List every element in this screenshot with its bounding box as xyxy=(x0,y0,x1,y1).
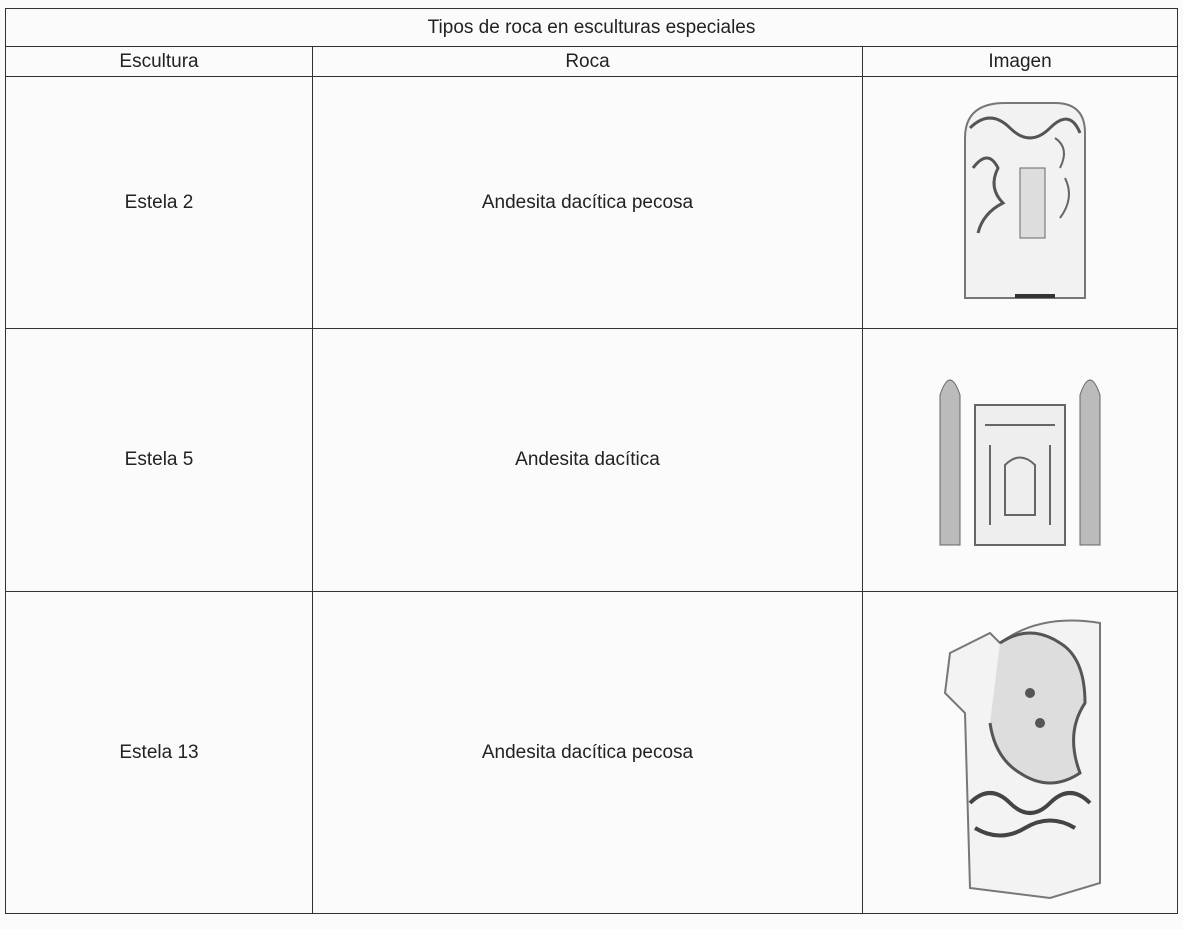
image-cell xyxy=(861,591,1179,914)
stela-image xyxy=(964,101,1086,299)
stela-image xyxy=(943,619,1101,899)
rock-table: Tipos de roca en esculturas especiales E… xyxy=(4,8,1179,914)
stela-image xyxy=(939,379,1101,546)
sculpture-cell: Estela 5 xyxy=(5,328,313,592)
rock-cell: Andesita dacítica pecosa xyxy=(312,591,863,914)
header-cell: Escultura xyxy=(5,46,313,77)
rock-cell: Andesita dacítica pecosa xyxy=(312,76,863,329)
image-cell xyxy=(861,76,1179,329)
rock-cell: Andesita dacítica xyxy=(312,328,863,592)
header-cell: Imagen xyxy=(861,46,1179,77)
table-title: Tipos de roca en esculturas especiales xyxy=(4,8,1179,47)
image-cell xyxy=(861,328,1179,592)
sculpture-cell: Estela 2 xyxy=(5,76,313,329)
header-cell: Roca xyxy=(312,46,863,77)
sculpture-cell: Estela 13 xyxy=(5,591,313,914)
